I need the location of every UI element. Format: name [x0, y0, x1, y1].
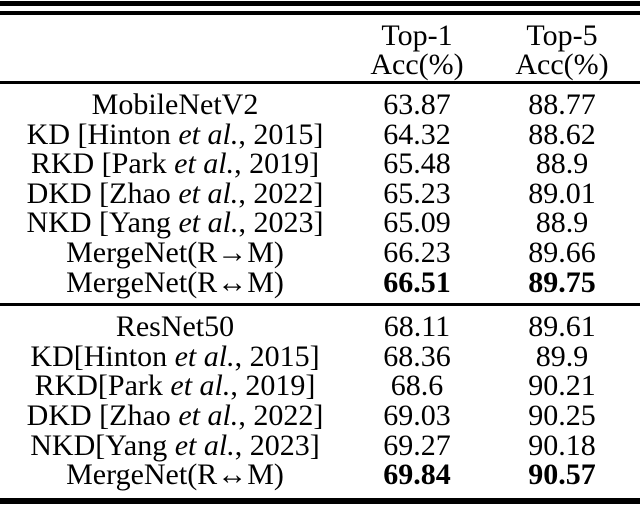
method-cell: DKD [Zhao et al., 2022] [26, 176, 324, 210]
top5-cell: 88.9 [535, 206, 589, 240]
header-top1-line2: Acc(%) [370, 48, 464, 81]
method-cell: ResNet50 [115, 310, 235, 344]
table-row: MobileNetV2 63.87 88.77 [0, 90, 640, 120]
top1-cell: 68.36 [383, 339, 451, 373]
header-method-column [0, 21, 350, 81]
top5-cell: 89.75 [528, 265, 596, 299]
top5-cell: 89.61 [528, 310, 596, 344]
table-row: KD [Hinton et al., 2015] 64.32 88.62 [0, 117, 640, 151]
top5-cell: 88.62 [528, 117, 596, 151]
method-cell: RKD [Park et al., 2019] [30, 147, 320, 181]
top5-cell: 90.25 [528, 398, 596, 432]
table-row: NKD [Yang et al., 2023] 65.09 88.9 [0, 208, 640, 238]
top1-cell: 64.32 [383, 117, 451, 151]
top5-cell: 89.66 [528, 235, 596, 269]
table-section-resnet: ResNet50 68.11 89.61 KD[Hinton et al., 2015… [0, 306, 640, 498]
header-rule [0, 81, 640, 84]
table-row: MergeNet(R↔M) 69.84 90.57 [0, 460, 640, 490]
top1-cell: 65.48 [383, 147, 451, 181]
top5-cell: 90.21 [528, 369, 596, 403]
table-row: DKD [Zhao et al., 2022] 69.03 90.25 [0, 398, 640, 432]
top1-cell: 63.87 [383, 88, 451, 121]
table-section-mobilenet: MobileNetV2 63.87 88.77 KD [Hinton et al., … [0, 84, 640, 303]
table-row: DKD [Zhao et al., 2022] 65.23 89.01 [0, 176, 640, 210]
table-row: MergeNet(R↔M) 66.51 89.75 [0, 265, 640, 299]
top1-cell: 69.03 [383, 398, 451, 432]
top1-cell: 69.27 [383, 428, 451, 462]
section-divider-rule [0, 303, 640, 307]
table-row: RKD[Park et al., 2019] 68.6 90.21 [0, 371, 640, 401]
top1-cell: 68.11 [383, 310, 451, 344]
top1-cell: 65.09 [383, 206, 451, 240]
top1-cell: 65.23 [383, 176, 451, 210]
table-row: ResNet50 68.11 89.61 [0, 312, 640, 342]
top5-cell: 89.9 [535, 339, 589, 373]
top5-cell: 90.57 [528, 458, 596, 492]
top5-cell: 88.77 [528, 88, 596, 121]
top-rule-inner [0, 11, 640, 15]
method-cell: DKD [Zhao et al., 2022] [26, 398, 324, 432]
table-row: RKD [Park et al., 2019] 65.48 88.9 [0, 149, 640, 179]
table-row: NKD[Yang et al., 2023] 69.27 90.18 [0, 428, 640, 462]
method-cell: MergeNet(R↔M) [66, 265, 284, 299]
bottom-rule [0, 497, 640, 504]
header-top5-column: Top-5 Acc(%) [484, 21, 640, 81]
table-header: Top-1 Acc(%) Top-5 Acc(%) [0, 15, 640, 81]
method-cell: NKD[Yang et al., 2023] [30, 428, 320, 462]
top1-cell: 66.23 [383, 235, 451, 269]
method-cell: KD [Hinton et al., 2015] [26, 117, 324, 151]
top1-cell: 66.51 [383, 265, 451, 299]
top-rule-gap [0, 6, 640, 11]
header-top5-line2: Acc(%) [515, 48, 609, 81]
method-cell: RKD[Park et al., 2019] [34, 369, 316, 403]
header-top1-line1: Top-1 [381, 19, 453, 52]
method-cell: MergeNet(R→M) [66, 235, 284, 269]
top5-cell: 89.01 [528, 176, 596, 210]
top5-cell: 88.9 [535, 147, 589, 181]
method-cell: KD[Hinton et al., 2015] [30, 339, 320, 373]
table-row: MergeNet(R→M) 66.23 89.66 [0, 238, 640, 268]
header-top5-line1: Top-5 [526, 19, 598, 52]
table-row: KD[Hinton et al., 2015] 68.36 89.9 [0, 339, 640, 373]
top5-cell: 90.18 [528, 428, 596, 462]
header-top1-column: Top-1 Acc(%) [350, 21, 484, 81]
method-cell: MobileNetV2 [91, 88, 259, 121]
top-rule-outer [0, 1, 640, 6]
top1-cell: 69.84 [383, 458, 451, 492]
top1-cell: 68.6 [390, 369, 444, 403]
method-cell: MergeNet(R↔M) [66, 458, 284, 492]
method-cell: NKD [Yang et al., 2023] [26, 206, 324, 240]
